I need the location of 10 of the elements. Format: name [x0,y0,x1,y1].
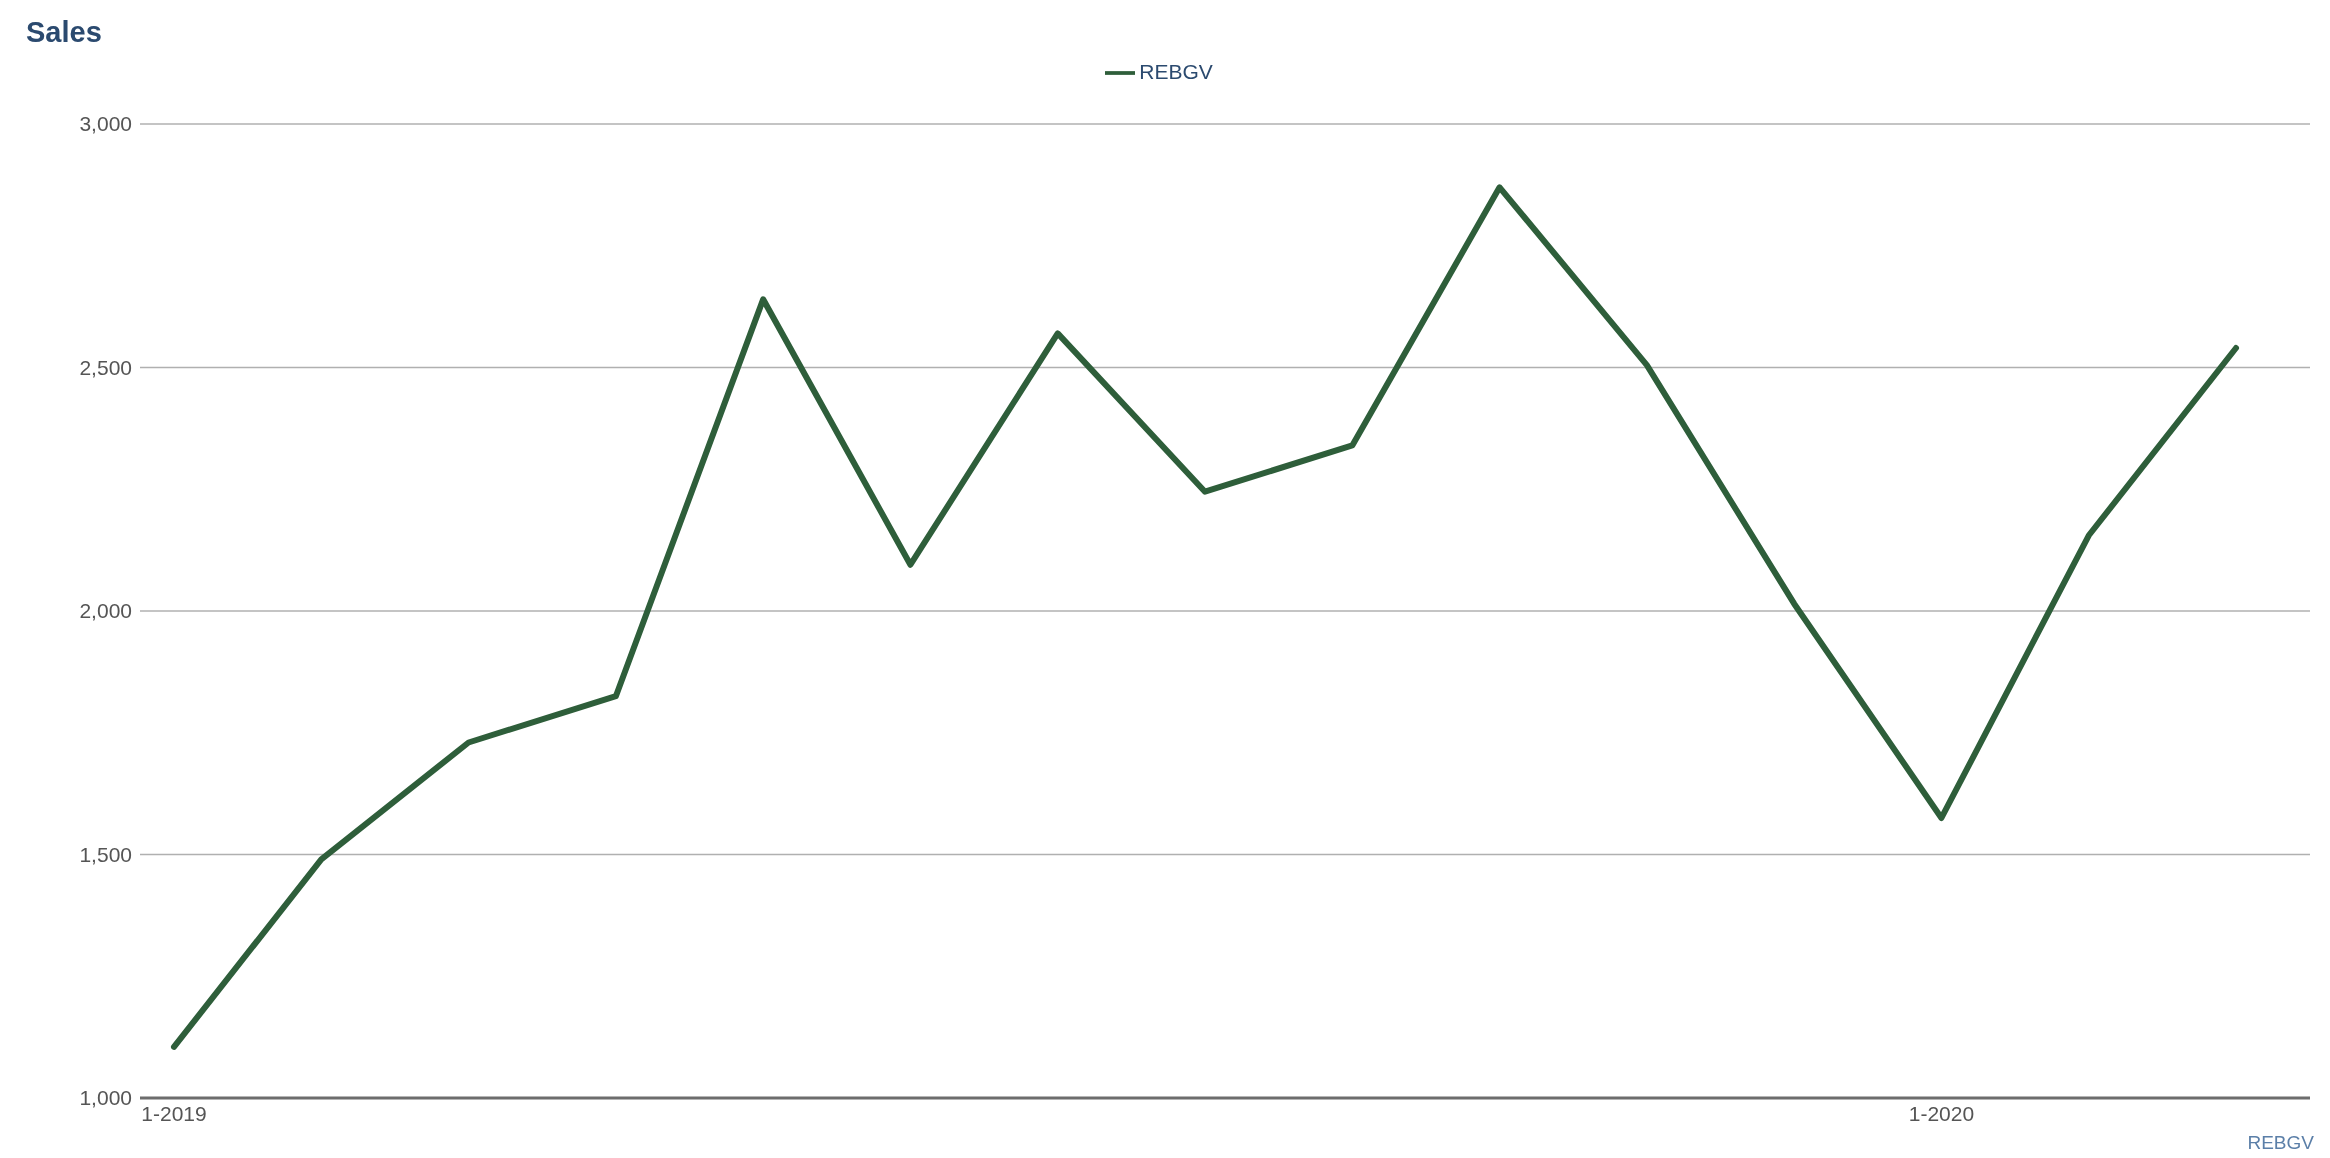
y-tick-label: 1,500 [79,842,132,866]
y-tick-label: 1,000 [79,1086,132,1110]
y-tick-label: 2,000 [79,599,132,623]
chart-title: Sales [26,16,102,49]
x-tick-label: 1-2020 [1908,1101,1975,1125]
x-tick-label: 1-2019 [141,1101,207,1125]
legend-label: REBGV [1139,59,1213,83]
text: REBGV [2247,1132,2314,1154]
y-tick-label: 3,000 [79,112,132,136]
y-tick-label: 2,500 [79,355,132,379]
